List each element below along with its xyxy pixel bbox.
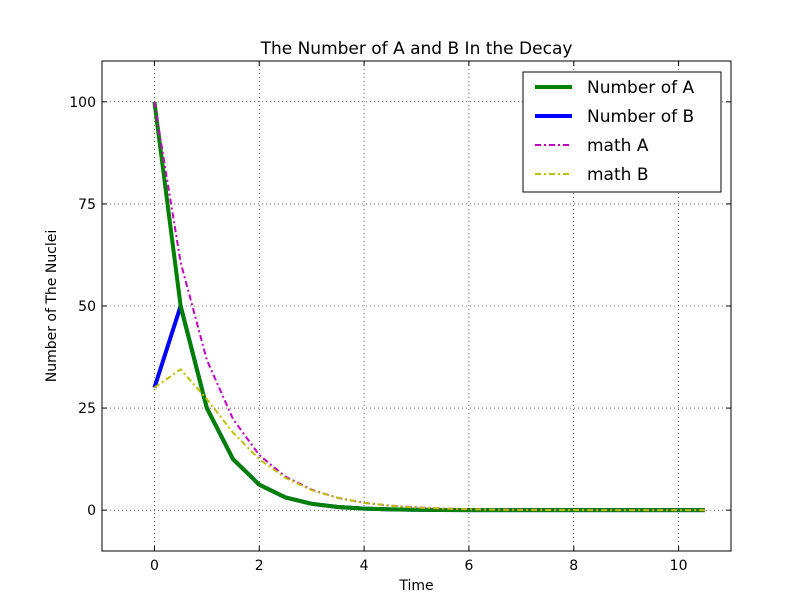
x-tick-label: 2 — [255, 558, 264, 574]
y-tick-label: 25 — [78, 401, 96, 417]
x-tick-label: 0 — [150, 558, 159, 574]
legend-label: Number of B — [587, 107, 694, 127]
x-axis-label: Time — [398, 578, 433, 594]
tick-marks — [102, 61, 731, 551]
y-tick-label: 75 — [78, 197, 96, 213]
series-line-math-b — [153, 368, 705, 512]
x-tick-label: 10 — [670, 558, 688, 574]
legend-label: Number of A — [587, 78, 694, 98]
legend-label: math B — [587, 165, 648, 185]
legend-label: math A — [587, 136, 649, 156]
y-tick-label: 100 — [69, 95, 96, 111]
series-layer — [152, 101, 705, 513]
y-tick-label: 50 — [78, 299, 96, 315]
y-tick-label: 0 — [87, 503, 96, 519]
chart-title: The Number of A and B In the Decay — [260, 39, 573, 59]
legend-box — [522, 71, 722, 193]
legend: Number of A Number of B math A math B — [522, 71, 722, 193]
x-tick-label: 6 — [464, 558, 473, 574]
series-line-number-of-a — [152, 101, 705, 513]
x-tick-label: 4 — [360, 558, 369, 574]
y-axis-label: Number of The Nuclei — [44, 230, 60, 383]
x-tick-label: 8 — [569, 558, 578, 574]
